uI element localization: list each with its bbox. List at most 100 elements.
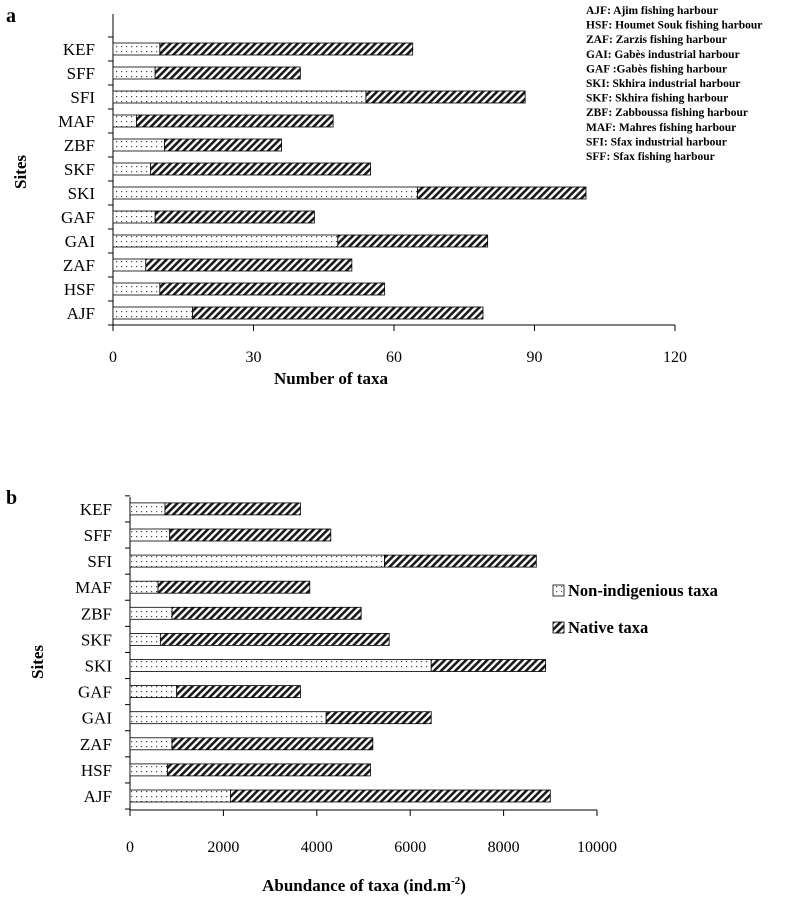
chart-panel-a: a Sites Number of taxa AJF HSF ZAF GAI GAF SK…	[6, 5, 762, 388]
bar-non-indigenous-gai	[129, 711, 327, 725]
panel-label-a: a	[6, 5, 16, 27]
site-key-entry: MAF: Mahres fishing harbour	[586, 122, 736, 134]
site-key-entry: GAI: Gabès industrial harbour	[586, 49, 740, 61]
site-label-ski: SKI	[68, 184, 96, 203]
site-key-entry: SFF: Sfax fishing harbour	[586, 151, 715, 163]
x-tick-label: 30	[246, 349, 262, 366]
bar-non-indigenous-hsf	[129, 763, 168, 777]
site-labels-a: AJF HSF ZAF GAI GAF SKI SKF ZBF MAF SFI SFF KEF	[58, 40, 95, 323]
site-label-zbf: ZBF	[64, 136, 95, 155]
bar-native-zbf	[171, 606, 362, 620]
site-label-hsf: HSF	[81, 761, 112, 780]
bar-native-zaf	[171, 737, 374, 751]
bar-non-indigenous-sff	[129, 528, 171, 542]
legend-swatch-native	[552, 621, 565, 634]
site-label-ajf: AJF	[67, 304, 95, 323]
tick-labels-a: 0 30 60 90 120	[109, 349, 687, 366]
site-label-gaf: GAF	[61, 208, 95, 227]
bar-non-indigenous-ski	[112, 186, 418, 200]
x-axis-title-b-end: )	[460, 876, 466, 895]
bar-native-hsf	[166, 763, 371, 777]
site-label-gaf: GAF	[78, 683, 112, 702]
bar-non-indigenous-gaf	[112, 210, 156, 224]
bar-non-indigenous-ajf	[112, 306, 194, 320]
bar-non-indigenous-ajf	[129, 789, 231, 803]
bar-non-indigenous-zaf	[112, 258, 147, 272]
bar-native-gai	[337, 234, 489, 248]
site-label-kef: KEF	[63, 40, 95, 59]
site-key: AJF: Ajim fishing harbour HSF: Houmet Sou…	[586, 5, 762, 163]
bar-native-sfi	[365, 90, 526, 104]
bar-native-gai	[325, 711, 432, 725]
bars-b	[129, 502, 551, 803]
site-label-sff: SFF	[67, 64, 95, 83]
legend-label-non-indigenous: Non-indigenious taxa	[568, 581, 718, 600]
x-tick-label: 8000	[488, 839, 520, 856]
site-label-ski: SKI	[85, 657, 113, 676]
bar-non-indigenous-gai	[112, 234, 339, 248]
x-tick-label: 60	[386, 349, 402, 366]
x-tick-label: 0	[109, 349, 117, 366]
site-label-sfi: SFI	[70, 88, 95, 107]
site-label-maf: MAF	[75, 578, 112, 597]
y-axis-title-b: Sites	[28, 645, 47, 679]
site-label-zbf: ZBF	[81, 604, 112, 623]
x-tick-label: 10000	[577, 839, 617, 856]
x-tick-label: 2000	[207, 839, 239, 856]
bar-native-kef	[159, 42, 414, 56]
site-label-sfi: SFI	[87, 552, 112, 571]
site-labels-b: AJF HSF ZAF GAI GAF SKI SKF ZBF MAF SFI SFF KEF	[75, 500, 112, 806]
bar-native-gaf	[154, 210, 315, 224]
site-label-gai: GAI	[82, 709, 113, 728]
bar-non-indigenous-zbf	[129, 606, 173, 620]
site-label-sff: SFF	[84, 526, 112, 545]
bar-non-indigenous-ski	[129, 659, 432, 672]
site-key-entry: SFI: Sfax industrial harbour	[586, 136, 727, 148]
site-key-entry: ZAF: Zarzis fishing harbour	[586, 34, 727, 46]
bar-non-indigenous-kef	[129, 502, 166, 516]
x-tick-label: 6000	[394, 839, 426, 856]
x-tick-label: 4000	[301, 839, 333, 856]
bar-non-indigenous-zbf	[112, 138, 165, 152]
bar-non-indigenous-zaf	[129, 737, 173, 751]
bar-non-indigenous-maf	[129, 580, 159, 594]
chart-panel-b: b Sites Abundance of taxa (ind.m-2) AJF H…	[6, 487, 718, 895]
site-key-entry: SKI: Skhira industrial harbour	[586, 78, 740, 90]
legend-b: Non-indigenious taxa Native taxa	[552, 581, 718, 637]
tick-labels-b: 0 2000 4000 6000 8000 10000	[126, 839, 617, 856]
site-label-skf: SKF	[64, 160, 95, 179]
bar-native-gaf	[176, 685, 301, 698]
bar-native-zaf	[145, 258, 353, 272]
bar-native-skf	[159, 633, 390, 646]
x-tick-label: 90	[527, 349, 543, 366]
bar-non-indigenous-skf	[112, 162, 151, 176]
x-tick-label: 120	[663, 349, 687, 366]
site-key-entry: HSF: Houmet Souk fishing harbour	[586, 20, 762, 32]
bar-native-maf	[136, 114, 334, 128]
x-axis-title-a: Number of taxa	[274, 369, 388, 388]
bar-native-zbf	[164, 138, 282, 152]
bar-native-hsf	[159, 282, 386, 296]
x-tick-label: 0	[126, 839, 134, 856]
bar-native-sfi	[384, 554, 537, 568]
site-key-entry: GAF :Gabès fishing harbour	[586, 63, 727, 75]
x-axis-title-b-main: Abundance of taxa (ind.m	[262, 876, 451, 895]
bar-non-indigenous-maf	[112, 114, 137, 128]
bar-non-indigenous-skf	[129, 633, 161, 646]
site-label-hsf: HSF	[64, 280, 95, 299]
bar-native-kef	[164, 502, 301, 516]
site-label-maf: MAF	[58, 112, 95, 131]
y-axis-title-a: Sites	[11, 155, 30, 189]
bar-native-sff	[169, 528, 332, 542]
bar-native-sff	[154, 66, 301, 80]
bar-non-indigenous-sfi	[112, 90, 367, 104]
bar-native-ajf	[230, 789, 551, 803]
site-label-kef: KEF	[80, 500, 112, 519]
bar-non-indigenous-kef	[112, 42, 161, 56]
site-label-zaf: ZAF	[63, 256, 95, 275]
bar-native-ajf	[192, 306, 484, 320]
bar-non-indigenous-sfi	[129, 554, 385, 568]
bar-non-indigenous-gaf	[129, 685, 178, 698]
bar-native-ski	[430, 659, 547, 672]
